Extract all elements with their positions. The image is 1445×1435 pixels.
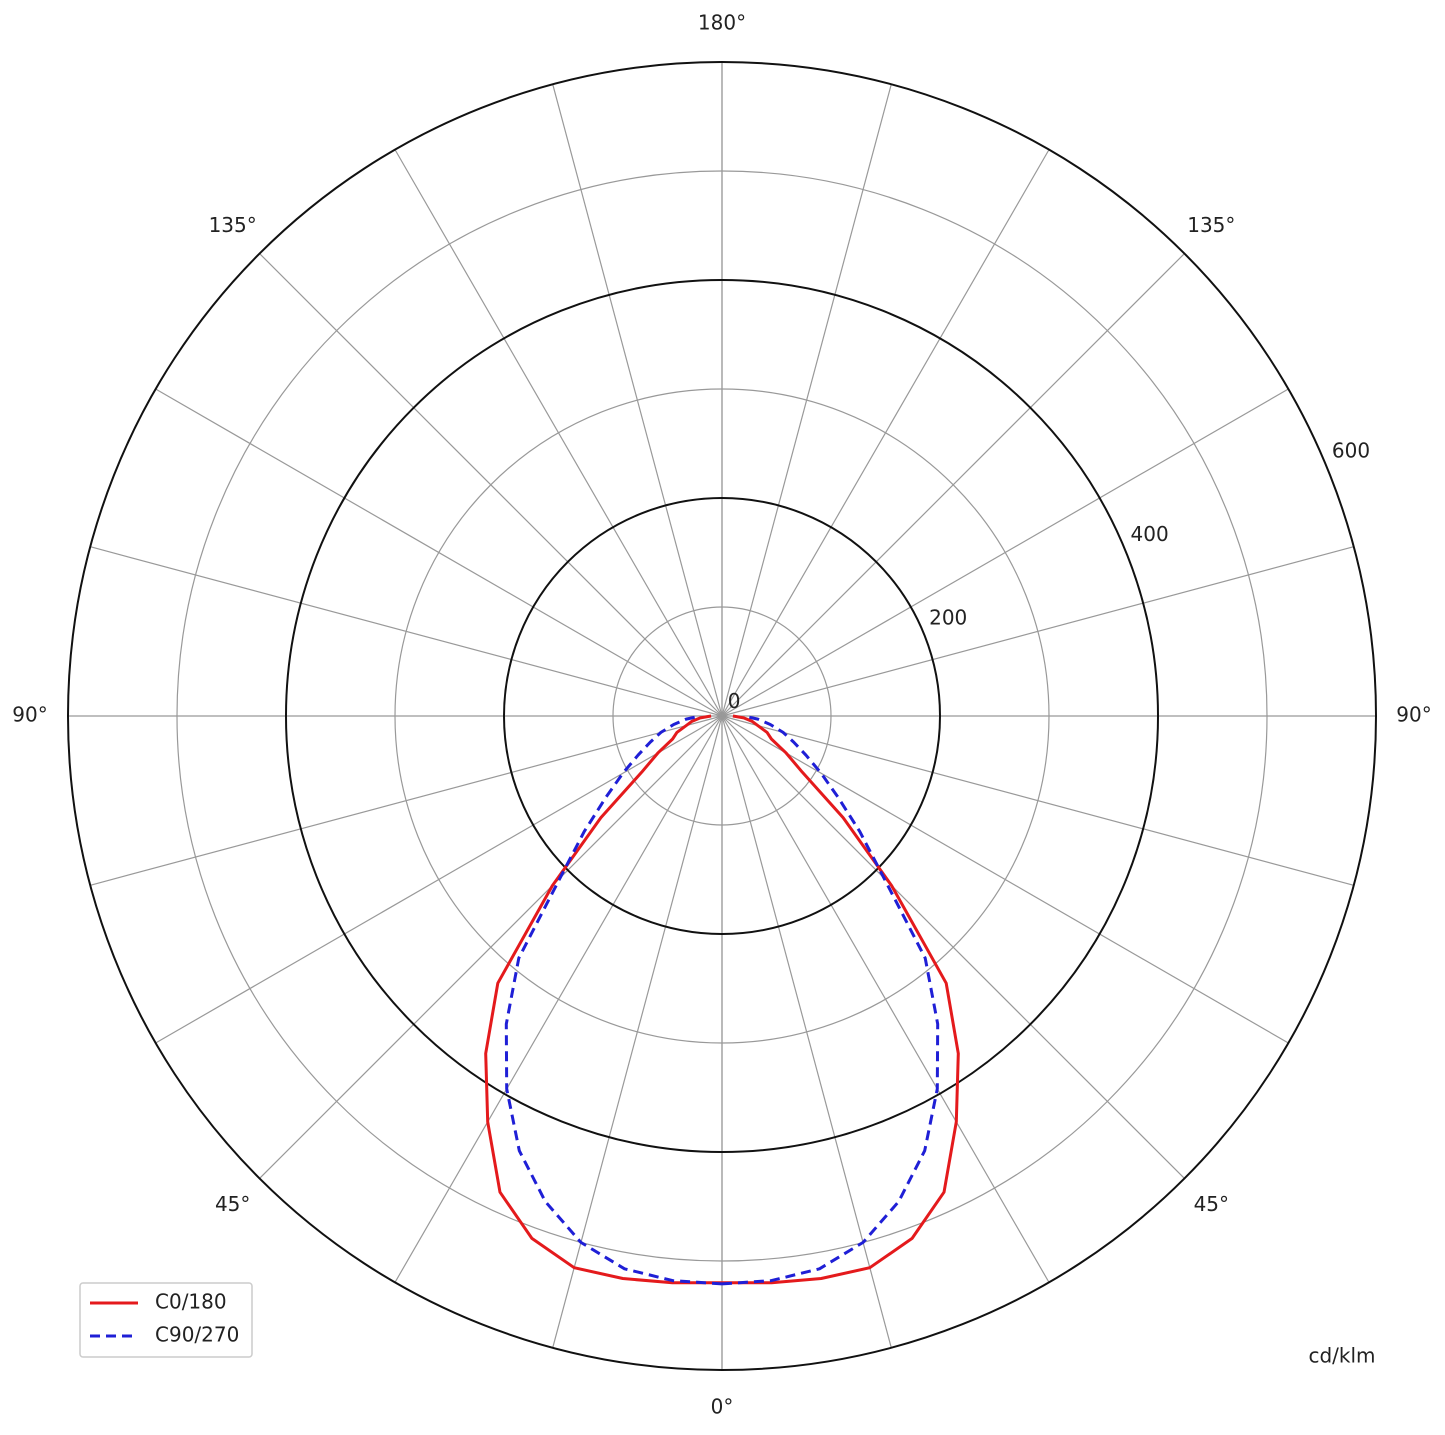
r-tick-label: 600 <box>1332 439 1370 463</box>
major-ring <box>503 497 941 935</box>
series-line <box>722 714 960 1285</box>
spoke <box>721 715 892 1348</box>
spoke <box>721 546 1354 717</box>
spoke <box>721 84 892 717</box>
theta-tick-label: 90° <box>12 703 47 727</box>
spoke <box>394 149 723 717</box>
spoke <box>259 253 723 717</box>
spoke <box>721 253 1185 717</box>
theta-tick-label: 180° <box>698 11 746 35</box>
theta-tick-label: 135° <box>1187 213 1235 237</box>
r-tick-label: 0 <box>728 689 741 713</box>
spoke <box>155 715 723 1044</box>
legend: C0/180 C90/270 <box>79 1282 253 1358</box>
major-ring <box>67 61 1377 1371</box>
spoke <box>721 388 1289 717</box>
spoke <box>721 715 1289 1044</box>
series-line <box>721 714 940 1286</box>
legend-label: C90/270 <box>155 1323 239 1347</box>
theta-tick-label: 45° <box>1194 1192 1229 1216</box>
unit-label: cd/klm <box>1308 1344 1375 1368</box>
series-line <box>484 714 722 1285</box>
spoke <box>90 715 723 886</box>
spoke <box>721 715 1050 1283</box>
spoke <box>259 715 723 1179</box>
legend-label: C0/180 <box>155 1290 227 1314</box>
series-line <box>504 714 723 1286</box>
spoke <box>721 149 1050 717</box>
spoke <box>552 84 723 717</box>
spoke <box>90 546 723 717</box>
r-tick-label: 400 <box>1131 522 1169 546</box>
theta-tick-label: 90° <box>1396 703 1431 727</box>
spoke <box>155 388 723 717</box>
theta-tick-label: 45° <box>215 1192 250 1216</box>
spoke <box>721 715 1185 1179</box>
spoke <box>721 715 1354 886</box>
major-ring <box>285 279 1159 1153</box>
theta-tick-label: 0° <box>711 1395 734 1419</box>
spoke <box>552 715 723 1348</box>
spoke <box>394 715 723 1283</box>
r-tick-label: 200 <box>929 606 967 630</box>
theta-tick-label: 135° <box>209 213 257 237</box>
